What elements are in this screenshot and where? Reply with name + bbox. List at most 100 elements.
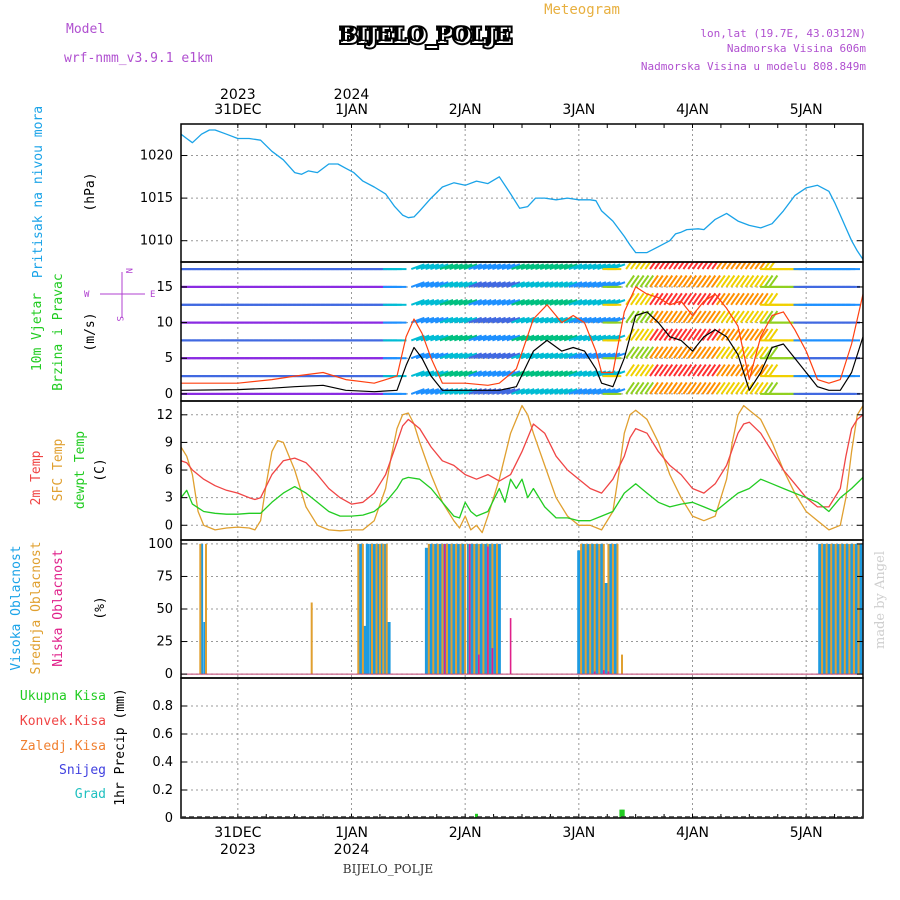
wind-vector <box>749 381 760 395</box>
wind-vector <box>739 292 750 306</box>
bottom-year-label: 2023 <box>220 842 256 858</box>
wind-vector <box>711 328 721 341</box>
bottom-day-label: 31DEC <box>214 825 261 841</box>
cloud-ytick-label: 25 <box>156 635 173 650</box>
wind-vector <box>687 262 695 270</box>
wind-vector <box>744 292 755 306</box>
wind-vector <box>587 299 602 306</box>
mid-cloud-bar <box>589 543 592 675</box>
wind-vector <box>477 352 492 360</box>
high-cloud-bar <box>586 543 590 675</box>
elevation-label: Nadmorska Visina 606m <box>727 42 866 55</box>
wind-vector <box>444 334 459 342</box>
wind-vector <box>506 281 521 288</box>
wind-vector <box>696 274 707 288</box>
wind-vector <box>597 334 611 342</box>
wind-vector <box>658 364 669 377</box>
wind-vector <box>549 281 564 288</box>
wind-vector <box>701 346 712 359</box>
bottom-year-label: 2024 <box>334 842 370 858</box>
wind-vector <box>687 274 698 288</box>
axes-layer: 101010151020051015036912025507510000.20.… <box>140 87 864 858</box>
wind-vector <box>687 328 698 341</box>
wind-vector <box>544 352 559 360</box>
wind-vector <box>525 352 540 360</box>
high-cloud-bar <box>461 543 465 675</box>
wind-vector <box>744 381 755 395</box>
wind-vector <box>439 299 454 306</box>
mid-cloud-bar <box>621 654 623 675</box>
top-day-label: 3JAN <box>562 102 595 118</box>
wind-vector <box>415 299 430 306</box>
wind-vector <box>473 352 487 360</box>
wind-vector <box>515 299 530 306</box>
wind-vector <box>539 263 554 271</box>
wind-vector <box>754 292 764 306</box>
precipitation-ytick-label: 0.6 <box>152 727 173 742</box>
wind-vector <box>578 299 592 306</box>
wind-vector <box>453 334 468 342</box>
wind-vector <box>749 328 760 341</box>
high-cloud-bar <box>845 543 849 675</box>
wind-vector <box>739 274 750 288</box>
wind-vector <box>511 334 526 342</box>
wind-vector <box>430 281 444 288</box>
wind-vector <box>597 352 611 360</box>
high-cloud-bar <box>379 543 383 675</box>
temp-ylabel-2: SFC Temp <box>51 439 66 502</box>
wind-vector <box>492 334 506 342</box>
wind-vector <box>544 281 559 288</box>
wind-vector <box>711 274 721 288</box>
wind-vector <box>677 364 688 377</box>
wind-vector <box>573 281 588 288</box>
compass-north: N <box>123 268 133 273</box>
dewpoint-line <box>180 476 864 522</box>
wind-vector <box>739 262 747 270</box>
wind-vector <box>692 274 702 288</box>
wind-vector <box>473 281 487 288</box>
wind-vector <box>739 328 750 341</box>
mid-cloud-bar <box>482 543 485 675</box>
wind-vector <box>458 263 473 271</box>
bottom-day-label: 2JAN <box>449 825 482 841</box>
wind-vector <box>520 263 535 271</box>
wind-vector <box>444 316 459 324</box>
wind-vector <box>725 364 736 377</box>
wind-vector <box>535 263 549 271</box>
top-year-label: 2023 <box>220 87 256 103</box>
station-title: BIJELO_POLJE <box>338 21 510 46</box>
wind-vector <box>768 310 779 324</box>
wind-vector <box>706 274 717 288</box>
wind-vector <box>468 299 483 306</box>
wind-vector <box>587 370 602 378</box>
wind-vector <box>415 370 430 378</box>
wind-vector <box>515 316 530 324</box>
wind-vector <box>639 274 650 288</box>
high-cloud-bar <box>452 543 456 675</box>
precip-total-bar <box>475 813 478 818</box>
wind-vector <box>563 299 578 306</box>
wind-vector <box>444 281 459 288</box>
wind-vector <box>568 281 583 288</box>
wind-vector <box>649 381 659 395</box>
wind-vector <box>458 370 473 378</box>
wind-vector <box>630 364 640 377</box>
wind-vector <box>711 381 721 395</box>
wind-vector <box>558 370 573 378</box>
wind-vector <box>568 316 583 324</box>
wind-vector <box>682 262 690 270</box>
wind-vector <box>749 274 760 288</box>
pressure-ytick-label: 1010 <box>140 234 173 249</box>
wind-vector <box>730 328 741 341</box>
wind-vector <box>597 263 611 271</box>
wind-vector <box>730 364 741 377</box>
wind-vector <box>410 316 425 324</box>
wind-vector <box>520 334 535 342</box>
wind-vector <box>639 346 650 359</box>
wind-vector <box>568 352 583 360</box>
wind-vector <box>449 281 463 288</box>
wind-vector <box>415 281 430 288</box>
wind-vector <box>554 316 569 324</box>
